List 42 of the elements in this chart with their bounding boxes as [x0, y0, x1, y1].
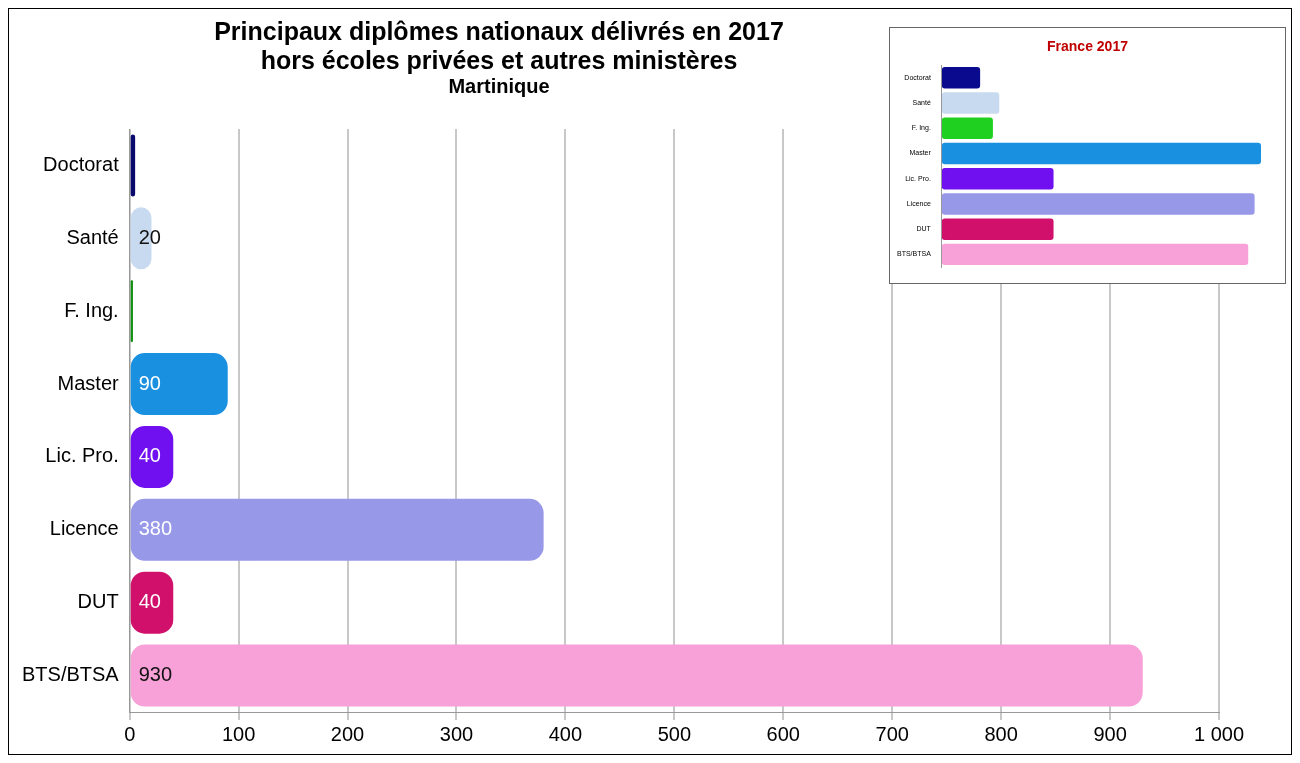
data-label: 20	[138, 225, 161, 248]
y-tick-label: BTS/BTSA	[21, 663, 120, 686]
x-tick-label: 100	[221, 722, 256, 745]
x-tick-label: 300	[439, 722, 474, 745]
x-tick-label: 700	[875, 722, 909, 745]
data-label: 380	[138, 517, 173, 540]
chart-title: France 2017	[1046, 38, 1129, 54]
data-label: 90	[138, 371, 161, 394]
y-tick-label: Lic. Pro.	[45, 444, 119, 467]
data-label: 40	[138, 444, 161, 467]
y-tick-label: F. Ing.	[64, 298, 119, 321]
bar	[130, 644, 1143, 707]
bar	[941, 193, 1255, 215]
bar	[941, 92, 1000, 114]
x-tick-label: 200	[330, 722, 365, 745]
x-tick-label: 600	[766, 722, 800, 745]
y-tick-label: DUT	[77, 590, 119, 613]
bar	[941, 218, 1054, 240]
y-tick-label: Doctorat	[43, 152, 120, 175]
x-tick-label: 900	[1093, 722, 1127, 745]
x-tick-label: 400	[548, 722, 583, 745]
x-tick-label: 1 000	[1193, 722, 1245, 745]
bar	[130, 498, 544, 561]
x-tick-label: 500	[657, 722, 692, 745]
bar	[941, 243, 1249, 266]
bar	[130, 425, 174, 488]
y-tick-label: Master	[57, 371, 120, 394]
chart-title: Principaux diplômes nationaux délivrés en 2017 hors écoles privées et autres ministères	[213, 17, 785, 75]
bar	[941, 67, 981, 89]
bar	[941, 117, 993, 139]
chart-subtitle: Martinique	[448, 75, 550, 97]
x-tick-label: 0	[124, 722, 136, 745]
bar	[130, 134, 136, 197]
bar	[130, 353, 228, 416]
bar	[130, 571, 174, 634]
data-label: 930	[138, 663, 173, 686]
y-tick-label: Licence	[49, 517, 119, 540]
y-tick-label: Santé	[66, 225, 119, 248]
data-label: 40	[138, 590, 161, 613]
bar	[941, 142, 1261, 165]
x-tick-label: 800	[984, 722, 1018, 745]
bar	[941, 167, 1054, 190]
